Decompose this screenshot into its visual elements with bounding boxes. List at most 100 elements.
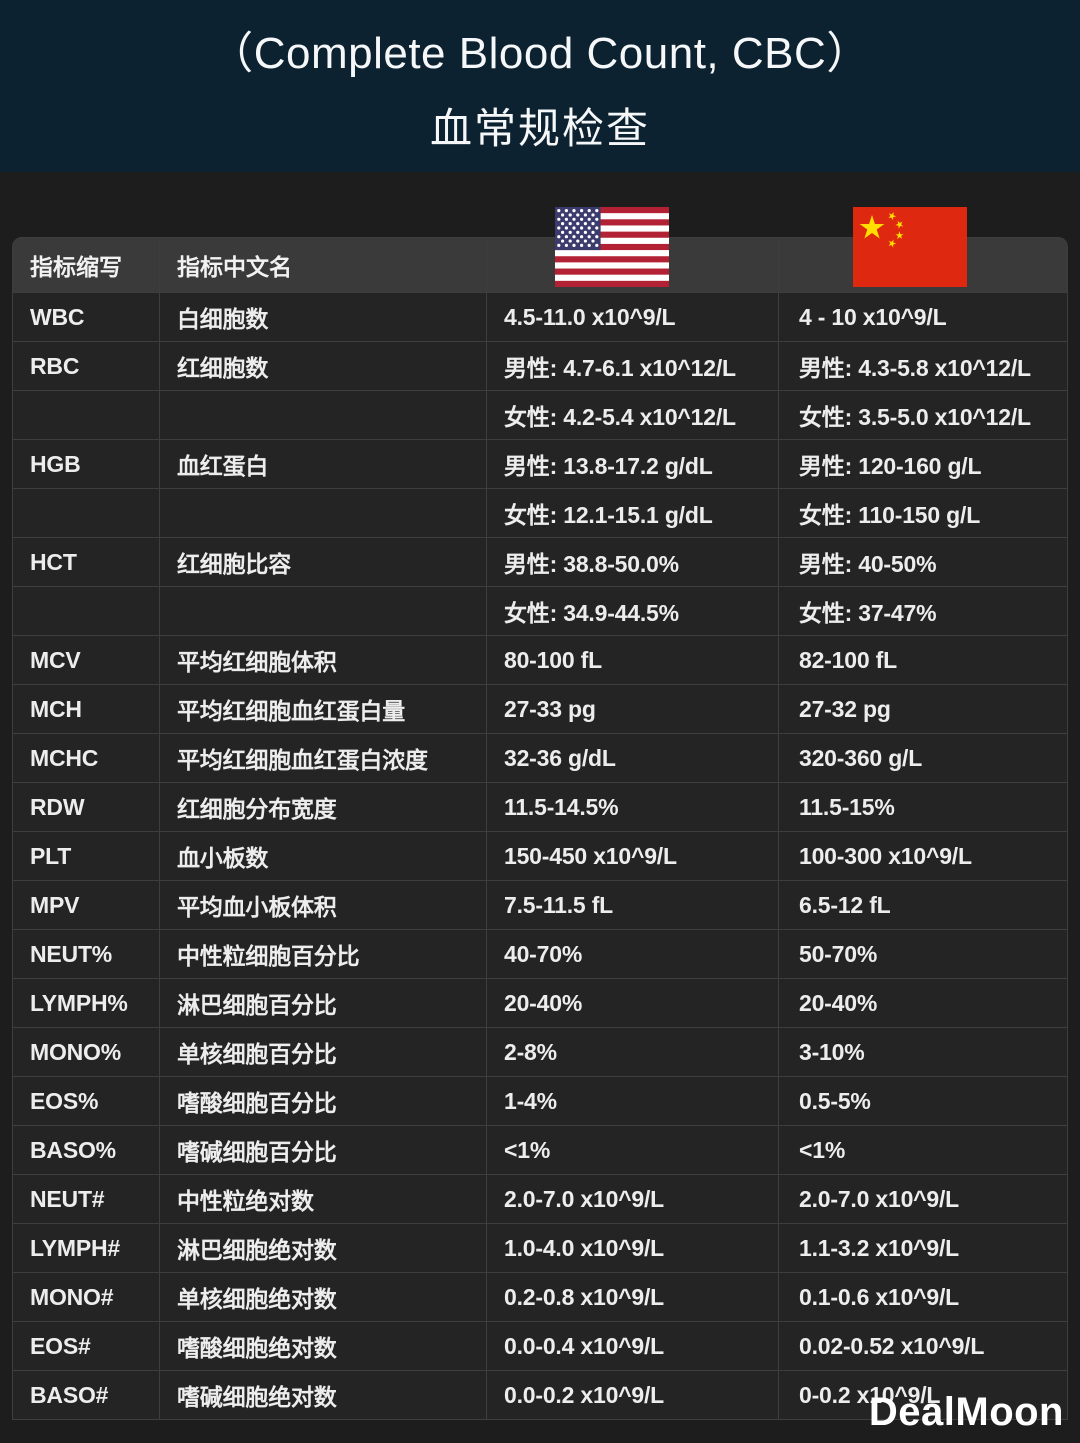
column-header-abbreviation: 指标缩写 <box>12 237 160 293</box>
cell-abbreviation: MCH <box>12 685 160 734</box>
cell-us-range: 1.0-4.0 x10^9/L <box>487 1224 779 1273</box>
cell-chinese-name: 白细胞数 <box>160 293 487 342</box>
cell-us-range: 女性: 12.1-15.1 g/dL <box>487 489 779 538</box>
cell-us-range: 7.5-11.5 fL <box>487 881 779 930</box>
cell-us-range: 32-36 g/dL <box>487 734 779 783</box>
cell-chinese-name: 血红蛋白 <box>160 440 487 489</box>
cell-abbreviation: LYMPH# <box>12 1224 160 1273</box>
cell-china-range: 0.5-5% <box>779 1077 1068 1126</box>
cell-abbreviation: MCHC <box>12 734 160 783</box>
cell-us-range: 男性: 13.8-17.2 g/dL <box>487 440 779 489</box>
cell-china-range: 2.0-7.0 x10^9/L <box>779 1175 1068 1224</box>
cell-us-range: 11.5-14.5% <box>487 783 779 832</box>
page-header: （Complete Blood Count, CBC） 血常规检查 <box>0 0 1080 172</box>
table-row: 女性: 34.9-44.5% 女性: 37-47% <box>12 587 1068 636</box>
cell-chinese-name: 红细胞比容 <box>160 538 487 587</box>
cell-abbreviation: BASO% <box>12 1126 160 1175</box>
cell-china-range: 女性: 110-150 g/L <box>779 489 1068 538</box>
cell-china-range: 27-32 pg <box>779 685 1068 734</box>
cell-chinese-name: 嗜酸细胞绝对数 <box>160 1322 487 1371</box>
table-row: MCH 平均红细胞血红蛋白量 27-33 pg 27-32 pg <box>12 685 1068 734</box>
table-row: RBC 红细胞数 男性: 4.7-6.1 x10^12/L 男性: 4.3-5.… <box>12 342 1068 391</box>
cell-abbreviation: RBC <box>12 342 160 391</box>
table-row: 女性: 4.2-5.4 x10^12/L 女性: 3.5-5.0 x10^12/… <box>12 391 1068 440</box>
cell-china-range: 6.5-12 fL <box>779 881 1068 930</box>
cell-us-range: 80-100 fL <box>487 636 779 685</box>
china-flag-icon <box>853 207 967 287</box>
cell-chinese-name <box>160 587 487 636</box>
page-title-english: （Complete Blood Count, CBC） <box>209 28 871 78</box>
cell-us-range: 150-450 x10^9/L <box>487 832 779 881</box>
cell-us-range: 1-4% <box>487 1077 779 1126</box>
table-row: BASO# 嗜碱细胞绝对数 0.0-0.2 x10^9/L 0-0.2 x10^… <box>12 1371 1068 1420</box>
cell-china-range: <1% <box>779 1126 1068 1175</box>
cell-abbreviation <box>12 587 160 636</box>
cell-us-range: 27-33 pg <box>487 685 779 734</box>
cell-china-range: 1.1-3.2 x10^9/L <box>779 1224 1068 1273</box>
table-row: MCHC 平均红细胞血红蛋白浓度 32-36 g/dL 320-360 g/L <box>12 734 1068 783</box>
cell-abbreviation <box>12 391 160 440</box>
cell-abbreviation: HGB <box>12 440 160 489</box>
cell-chinese-name: 中性粒细胞百分比 <box>160 930 487 979</box>
cell-us-range: 0.2-0.8 x10^9/L <box>487 1273 779 1322</box>
cell-us-range: 女性: 34.9-44.5% <box>487 587 779 636</box>
cell-chinese-name: 淋巴细胞绝对数 <box>160 1224 487 1273</box>
cell-chinese-name: 嗜酸细胞百分比 <box>160 1077 487 1126</box>
cell-abbreviation: LYMPH% <box>12 979 160 1028</box>
cell-china-range: 0.02-0.52 x10^9/L <box>779 1322 1068 1371</box>
cell-us-range: 0.0-0.2 x10^9/L <box>487 1371 779 1420</box>
cell-abbreviation: RDW <box>12 783 160 832</box>
page-title-chinese: 血常规检查 <box>429 104 650 152</box>
table-row: MONO# 单核细胞绝对数 0.2-0.8 x10^9/L 0.1-0.6 x1… <box>12 1273 1068 1322</box>
cell-chinese-name: 红细胞分布宽度 <box>160 783 487 832</box>
table-row: HGB 血红蛋白 男性: 13.8-17.2 g/dL 男性: 120-160 … <box>12 440 1068 489</box>
cell-chinese-name: 嗜碱细胞绝对数 <box>160 1371 487 1420</box>
cell-chinese-name: 中性粒绝对数 <box>160 1175 487 1224</box>
table-row: PLT 血小板数 150-450 x10^9/L 100-300 x10^9/L <box>12 832 1068 881</box>
cell-chinese-name: 淋巴细胞百分比 <box>160 979 487 1028</box>
cell-chinese-name: 嗜碱细胞百分比 <box>160 1126 487 1175</box>
cell-chinese-name: 单核细胞绝对数 <box>160 1273 487 1322</box>
cell-abbreviation <box>12 489 160 538</box>
table-row: RDW 红细胞分布宽度 11.5-14.5% 11.5-15% <box>12 783 1068 832</box>
cell-china-range: 女性: 37-47% <box>779 587 1068 636</box>
cell-china-range: 20-40% <box>779 979 1068 1028</box>
table-row: EOS# 嗜酸细胞绝对数 0.0-0.4 x10^9/L 0.02-0.52 x… <box>12 1322 1068 1371</box>
cell-chinese-name <box>160 391 487 440</box>
cell-chinese-name: 平均血小板体积 <box>160 881 487 930</box>
column-header-chinese-name: 指标中文名 <box>160 237 487 293</box>
table-header-row: 指标缩写 指标中文名 <box>12 207 1068 293</box>
column-header-china-standard <box>779 207 1068 293</box>
cell-abbreviation: MONO% <box>12 1028 160 1077</box>
column-header-us-standard <box>487 207 779 293</box>
cell-china-range: 男性: 40-50% <box>779 538 1068 587</box>
table-row: LYMPH% 淋巴细胞百分比 20-40% 20-40% <box>12 979 1068 1028</box>
table-row: LYMPH# 淋巴细胞绝对数 1.0-4.0 x10^9/L 1.1-3.2 x… <box>12 1224 1068 1273</box>
cell-chinese-name: 平均红细胞体积 <box>160 636 487 685</box>
cell-china-range: 320-360 g/L <box>779 734 1068 783</box>
cell-chinese-name: 平均红细胞血红蛋白量 <box>160 685 487 734</box>
cell-abbreviation: PLT <box>12 832 160 881</box>
cell-china-range: 50-70% <box>779 930 1068 979</box>
cell-china-range: 0-0.2 x10^9/L <box>779 1371 1068 1420</box>
cbc-table-container: 指标缩写 指标中文名 <box>12 207 1068 1420</box>
cell-abbreviation: MONO# <box>12 1273 160 1322</box>
table-row: BASO% 嗜碱细胞百分比 <1% <1% <box>12 1126 1068 1175</box>
cell-abbreviation: EOS# <box>12 1322 160 1371</box>
cell-us-range: 女性: 4.2-5.4 x10^12/L <box>487 391 779 440</box>
table-row: MCV 平均红细胞体积 80-100 fL 82-100 fL <box>12 636 1068 685</box>
cell-us-range: 0.0-0.4 x10^9/L <box>487 1322 779 1371</box>
us-flag-icon <box>555 207 669 287</box>
cbc-reference-table: 指标缩写 指标中文名 <box>12 207 1068 1420</box>
cell-china-range: 女性: 3.5-5.0 x10^12/L <box>779 391 1068 440</box>
cell-us-range: 男性: 38.8-50.0% <box>487 538 779 587</box>
cell-china-range: 0.1-0.6 x10^9/L <box>779 1273 1068 1322</box>
table-row: NEUT# 中性粒绝对数 2.0-7.0 x10^9/L 2.0-7.0 x10… <box>12 1175 1068 1224</box>
cell-abbreviation: WBC <box>12 293 160 342</box>
cell-china-range: 4 - 10 x10^9/L <box>779 293 1068 342</box>
table-row: 女性: 12.1-15.1 g/dL 女性: 110-150 g/L <box>12 489 1068 538</box>
cell-us-range: 40-70% <box>487 930 779 979</box>
cell-abbreviation: NEUT# <box>12 1175 160 1224</box>
table-row: EOS% 嗜酸细胞百分比 1-4% 0.5-5% <box>12 1077 1068 1126</box>
cell-china-range: 男性: 4.3-5.8 x10^12/L <box>779 342 1068 391</box>
